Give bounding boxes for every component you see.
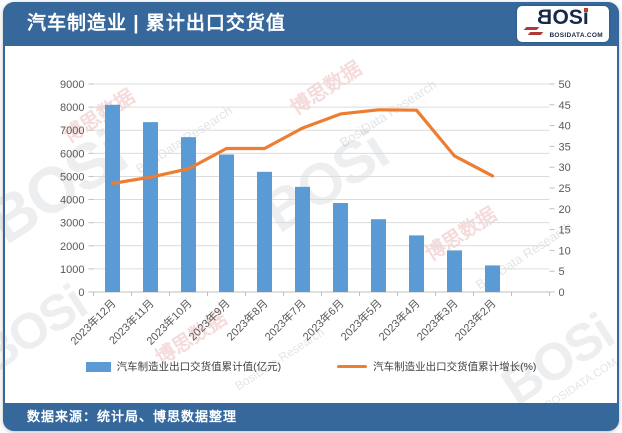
logo-stripes-icon bbox=[523, 27, 547, 37]
data-source-label: 数据来源：统计局、博思数据整理 bbox=[27, 409, 238, 424]
right-axis-label: 15 bbox=[559, 225, 571, 237]
legend-label-bar: 汽车制造业出口交货值累计值(亿元) bbox=[116, 361, 282, 373]
right-axis-label: 20 bbox=[559, 204, 571, 216]
right-axis-label: 30 bbox=[559, 162, 571, 174]
bosi-logo: BOSi BOSIDATA.COM bbox=[517, 6, 609, 42]
bar-2023年4月 bbox=[409, 235, 424, 292]
left-axis-label: 3000 bbox=[60, 218, 84, 230]
logo-wordmark: BOSi bbox=[537, 6, 589, 29]
left-axis-label: 1000 bbox=[60, 264, 84, 276]
bar-2023年8月 bbox=[257, 171, 272, 292]
line-swatch-icon bbox=[337, 365, 368, 368]
page-title: 汽车制造业 | 累计出口交货值 bbox=[27, 13, 286, 34]
header-bar: 汽车制造业 | 累计出口交货值 BOSi BOSIDATA.COM bbox=[3, 2, 619, 46]
left-axis-label: 4000 bbox=[60, 195, 84, 207]
right-axis-label: 35 bbox=[559, 141, 571, 153]
legend-item-bar-series: 汽车制造业出口交货值累计值(亿元) bbox=[85, 359, 282, 374]
bar-2023年7月 bbox=[295, 186, 310, 292]
x-axis-label: 2023年2月 bbox=[452, 296, 499, 343]
bar-swatch-icon bbox=[85, 361, 111, 372]
right-axis-label: 40 bbox=[559, 121, 571, 133]
right-axis-label: 50 bbox=[559, 79, 571, 91]
legend-label-line: 汽车制造业出口交货值累计增长(%) bbox=[373, 361, 537, 373]
bar-2023年10月 bbox=[181, 137, 196, 292]
left-axis-label: 0 bbox=[78, 287, 84, 299]
left-axis-label: 7000 bbox=[60, 125, 84, 137]
left-axis-label: 8000 bbox=[60, 102, 84, 114]
right-axis-label: 5 bbox=[559, 266, 565, 278]
right-axis-label: 10 bbox=[559, 245, 571, 257]
left-axis-label: 9000 bbox=[60, 79, 84, 91]
right-axis-label: 25 bbox=[559, 183, 571, 195]
right-axis-label: 0 bbox=[559, 287, 565, 299]
footer-bar: 数据来源：统计局、博思数据整理 bbox=[3, 403, 619, 431]
left-axis-label: 5000 bbox=[60, 171, 84, 183]
bar-2023年12月 bbox=[105, 104, 120, 292]
right-axis-label: 45 bbox=[559, 100, 571, 112]
left-axis-label: 2000 bbox=[60, 241, 84, 253]
chart-legend: 汽车制造业出口交货值累计值(亿元) 汽车制造业出口交货值累计增长(%) bbox=[3, 359, 619, 374]
bar-2023年5月 bbox=[371, 219, 386, 292]
logo-site-label: BOSIDATA.COM bbox=[549, 32, 603, 39]
bar-2023年3月 bbox=[447, 250, 462, 292]
left-axis-label: 6000 bbox=[60, 148, 84, 160]
bar-2023年11月 bbox=[143, 122, 158, 292]
bar-2023年6月 bbox=[333, 203, 348, 292]
bar-2023年9月 bbox=[219, 154, 234, 292]
growth-line bbox=[110, 108, 495, 186]
bar-2023年2月 bbox=[485, 265, 500, 292]
legend-item-line-series: 汽车制造业出口交货值累计增长(%) bbox=[337, 359, 536, 374]
